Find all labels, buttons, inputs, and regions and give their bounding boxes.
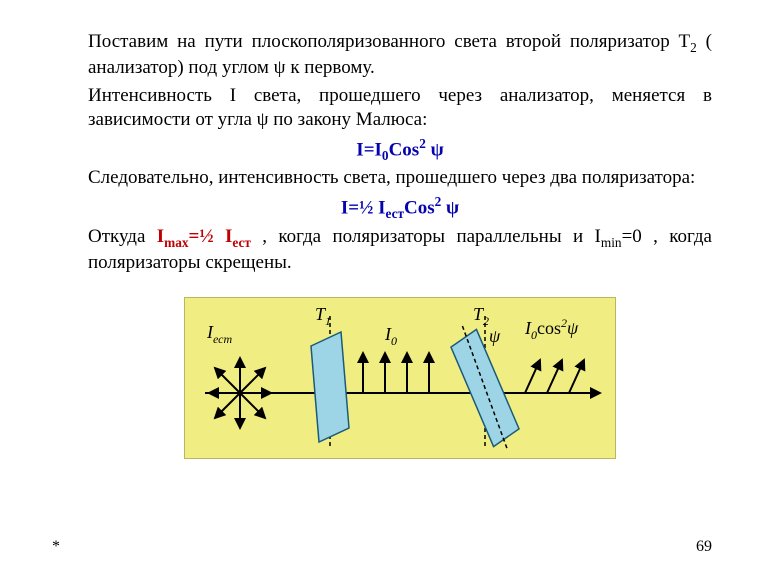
label-t1: T1 bbox=[315, 304, 331, 328]
label-t2: T2 bbox=[473, 304, 489, 328]
page-number: 69 bbox=[696, 538, 712, 556]
formula-1: I=I0Cos2 ψ bbox=[88, 136, 712, 165]
formula-2: I=½ IестCos2 ψ bbox=[88, 194, 712, 223]
label-output: I0cos2ψ bbox=[524, 316, 579, 342]
label-i0: I0 bbox=[384, 324, 397, 348]
footnote-mark: * bbox=[52, 538, 60, 556]
para-1: Поставим на пути плоскополяризованного с… bbox=[88, 30, 712, 80]
p1-sub: 2 bbox=[690, 40, 697, 55]
output-vectors bbox=[525, 360, 584, 393]
imax: Imax=½ Iест bbox=[157, 226, 251, 247]
para-3: Следовательно, интенсивность света, прош… bbox=[88, 166, 712, 190]
i0-vectors bbox=[363, 353, 429, 393]
unpolarized-rays bbox=[209, 358, 271, 428]
text-block: Поставим на пути плоскополяризованного с… bbox=[0, 0, 768, 459]
label-psi: ψ bbox=[489, 326, 501, 346]
p1a: Поставим на пути плоскополяризованного с… bbox=[88, 31, 690, 52]
label-iest: Iест bbox=[206, 322, 232, 346]
malus-diagram: Iест T1 I0 T2 ψ I0cos2ψ bbox=[184, 297, 616, 459]
polarizer-t2 bbox=[446, 316, 525, 456]
para-2: Интенсивность I света, прошедшего через … bbox=[88, 84, 712, 132]
para-4: Откуда Imax=½ Iест , когда поляризаторы … bbox=[88, 225, 712, 275]
polarizer-t1 bbox=[311, 316, 349, 448]
